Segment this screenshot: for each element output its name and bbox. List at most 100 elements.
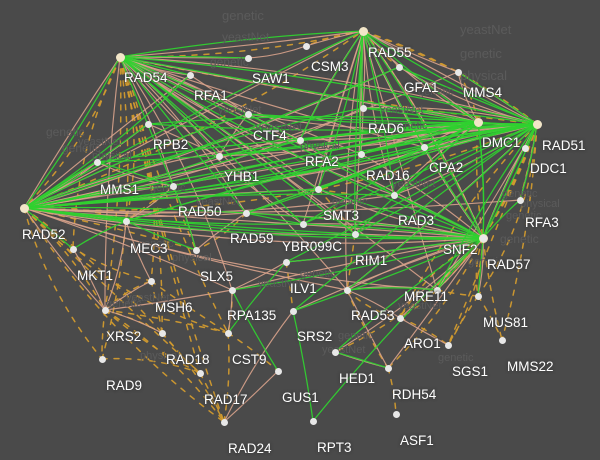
graph-node-rpb2[interactable] — [144, 120, 152, 128]
edge — [346, 289, 389, 369]
graph-node-rpt3[interactable] — [309, 417, 317, 425]
edge — [104, 289, 233, 311]
graph-node-mus81[interactable] — [474, 292, 482, 300]
edge — [23, 30, 364, 209]
edge — [96, 161, 174, 187]
edge — [477, 295, 503, 341]
graph-node-gfa1[interactable] — [395, 63, 403, 71]
edge — [23, 155, 220, 209]
graph-node-rim1[interactable] — [351, 230, 359, 238]
edge — [245, 212, 484, 239]
graph-node-xrs2[interactable] — [101, 306, 109, 314]
graph-node-saw1[interactable] — [244, 54, 252, 62]
graph-node-rad59[interactable] — [242, 209, 250, 217]
edge — [477, 121, 485, 239]
edge — [399, 317, 449, 346]
edge — [457, 71, 538, 125]
edge — [125, 121, 479, 222]
edge — [119, 56, 479, 123]
graph-node-rad9[interactable] — [98, 355, 106, 363]
edge — [23, 56, 121, 209]
graph-node-hed1[interactable] — [331, 348, 339, 356]
edge — [23, 207, 304, 225]
graph-node-dmc1[interactable] — [473, 117, 483, 127]
graph-node-mms22[interactable] — [498, 336, 506, 344]
graph-node-ybr099c[interactable] — [299, 220, 307, 228]
graph-node-rad18[interactable] — [158, 329, 166, 337]
edge — [23, 113, 249, 209]
edge — [161, 332, 225, 423]
edge — [334, 351, 389, 369]
edge — [292, 237, 484, 312]
graph-node-mec3[interactable] — [122, 217, 130, 225]
edge — [119, 56, 155, 282]
edge — [147, 123, 538, 131]
edge — [398, 66, 479, 123]
graph-node-rfa2[interactable] — [296, 136, 304, 144]
edge — [23, 161, 98, 209]
graph-node-cst9[interactable] — [224, 329, 232, 337]
edge — [231, 237, 484, 291]
graph-node-slx5[interactable] — [192, 246, 200, 254]
edge — [393, 123, 538, 196]
graph-node-cpa2[interactable] — [420, 143, 428, 151]
graph-node-srs2[interactable] — [289, 307, 297, 315]
graph-node-yhb1[interactable] — [215, 152, 223, 160]
graph-node-rad53[interactable] — [343, 286, 351, 294]
graph-node-ilv1[interactable] — [282, 258, 290, 266]
edge — [23, 206, 247, 214]
edge — [292, 237, 484, 312]
edge — [101, 56, 129, 360]
graph-node-asf1[interactable] — [392, 410, 400, 418]
graph-node-rad3[interactable] — [390, 191, 398, 199]
edge — [104, 220, 127, 311]
graph-node-rad51[interactable] — [532, 119, 542, 129]
graph-node-mre11[interactable] — [433, 286, 441, 294]
edge — [387, 367, 397, 415]
edge — [362, 30, 479, 123]
edge — [23, 30, 364, 209]
graph-node-rad6[interactable] — [359, 104, 367, 112]
graph-node-rdh54[interactable] — [384, 364, 392, 372]
graph-node-rfa1[interactable] — [186, 71, 194, 79]
edge — [119, 56, 479, 123]
edge — [231, 261, 287, 291]
graph-node-rad55[interactable] — [358, 26, 368, 36]
graph-node-mkt1[interactable] — [69, 245, 77, 253]
graph-node-mms1[interactable] — [93, 158, 101, 166]
graph-node-smt3[interactable] — [314, 185, 322, 193]
graph-node-aro1[interactable] — [396, 314, 404, 322]
edge — [447, 295, 479, 346]
graph-node-rad16[interactable] — [357, 150, 365, 158]
edge — [312, 237, 484, 422]
graph-node-rpa135[interactable] — [228, 286, 236, 294]
edge — [104, 56, 121, 311]
edge — [346, 289, 401, 319]
graph-node-csm3[interactable] — [302, 42, 310, 50]
graph-node-rad24[interactable] — [220, 418, 228, 426]
graph-node-rfa3[interactable] — [516, 196, 524, 204]
edge — [362, 30, 459, 73]
graph-node-rad50[interactable] — [169, 182, 177, 190]
edge — [218, 121, 479, 157]
graph-node-mms4[interactable] — [454, 68, 462, 76]
edge — [299, 30, 364, 141]
graph-node-gus1[interactable] — [274, 367, 282, 375]
edge — [23, 206, 127, 222]
edge — [119, 56, 538, 125]
edge — [96, 161, 174, 187]
edge — [302, 123, 538, 225]
graph-node-msh6[interactable] — [147, 277, 155, 285]
graph-node-rad54[interactable] — [115, 52, 125, 62]
graph-node-ddc1[interactable] — [521, 144, 529, 152]
graph-node-rad17[interactable] — [196, 369, 204, 377]
graph-node-rad57[interactable] — [479, 234, 487, 242]
edge — [359, 30, 364, 155]
graph-node-sgs1[interactable] — [444, 341, 452, 349]
edge — [362, 30, 538, 125]
edge — [362, 30, 484, 239]
graph-node-rad52[interactable] — [19, 203, 29, 213]
graph-node-ctf4[interactable] — [244, 110, 252, 118]
edge — [23, 207, 74, 250]
